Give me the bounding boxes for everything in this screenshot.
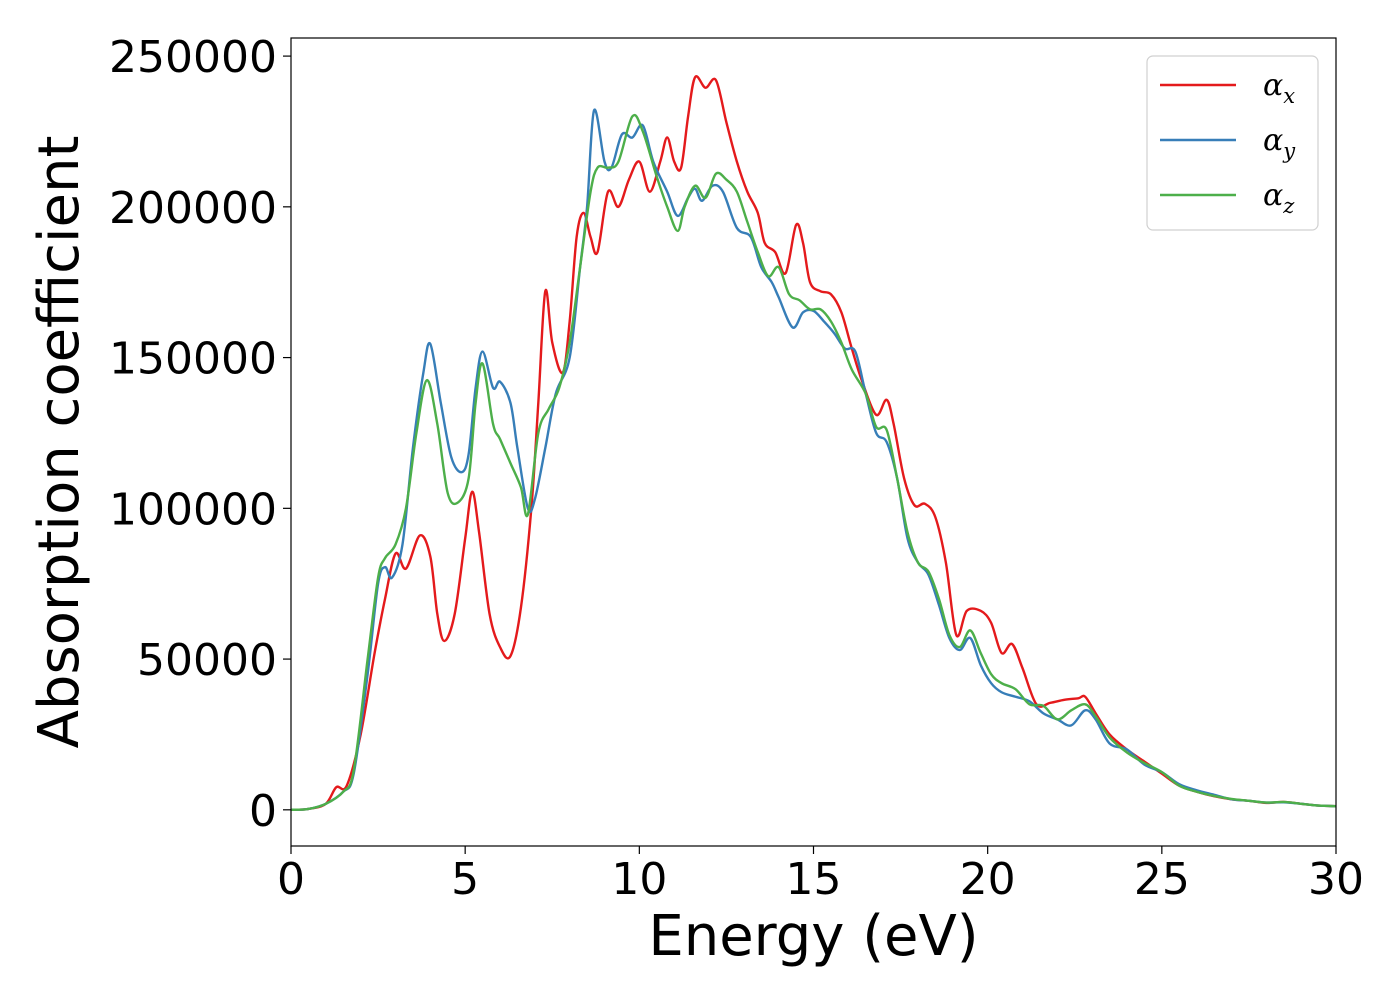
x-axis-title: Energy (eV) [648,904,978,969]
y-tick-label: 100000 [109,484,277,535]
y-axis: 0 50000 100000 150000 200000 250000 [109,32,291,837]
y-tick-label: 150000 [109,334,277,385]
x-axis: 0 5 10 15 20 25 30 [277,846,1364,905]
legend-subscript: y [1282,139,1296,163]
x-tick-label: 5 [451,854,479,905]
legend-box [1146,55,1319,231]
legend-label-x: αx [1263,68,1295,108]
legend-subscript: z [1282,194,1295,218]
y-tick-label: 0 [249,786,277,837]
x-tick-label: 10 [611,854,667,905]
x-tick-label: 15 [786,854,842,905]
y-tick-label: 50000 [137,635,277,686]
x-tick-label: 25 [1134,854,1190,905]
legend-symbol: α [1263,123,1283,158]
legend-label-y: αy [1263,123,1296,163]
x-tick-label: 20 [960,854,1016,905]
legend-symbol: α [1263,68,1283,103]
y-tick-label: 250000 [109,32,277,83]
legend-symbol: α [1263,178,1283,213]
y-tick-label: 200000 [109,183,277,234]
series-line-alpha-y [290,108,1337,812]
x-tick-label: 0 [277,854,305,905]
legend-subscript: x [1283,84,1295,108]
legend-label-z: αz [1263,178,1295,218]
series-line-alpha-z [290,113,1337,812]
series-line-alpha-x [290,75,1337,812]
y-axis-title: Absorption coefficient [27,136,92,749]
x-tick-label: 30 [1308,854,1364,905]
series-layer [290,75,1337,812]
